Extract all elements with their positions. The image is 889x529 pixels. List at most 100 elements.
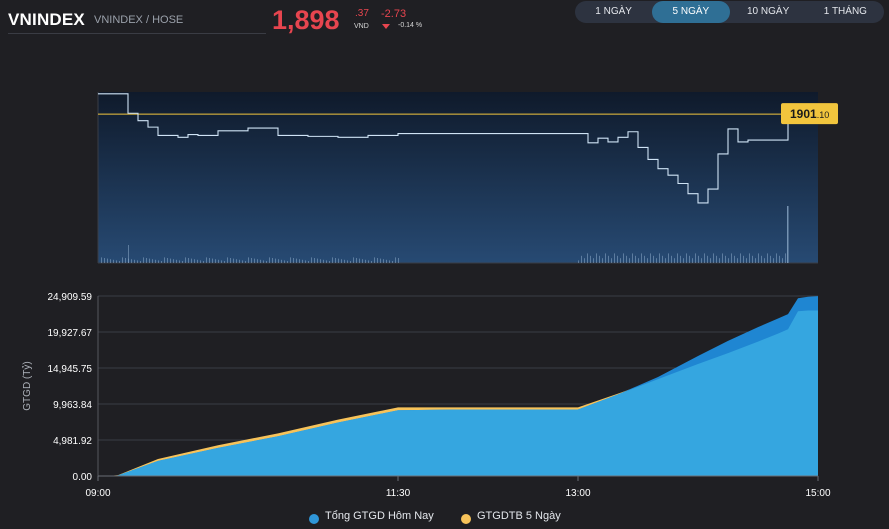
- value-y-tick-0: 24,909.59: [48, 292, 93, 303]
- volume-bar-16: [149, 258, 150, 263]
- volume-bar-41: [224, 261, 225, 263]
- volume-bar-62: [287, 261, 288, 263]
- volume-bar-1: [104, 258, 105, 263]
- volume-bar-32: [197, 259, 198, 263]
- price-plot-background: [98, 92, 818, 263]
- volume-bar-147: [719, 258, 720, 263]
- volume-bar-5: [116, 260, 117, 263]
- volume-bar-54: [263, 260, 264, 263]
- volume-bar-77: [332, 257, 333, 263]
- volume-bar-103: [587, 253, 588, 263]
- volume-bar-165: [773, 258, 774, 263]
- volume-bar-110: [608, 255, 609, 263]
- volume-bar-87: [362, 259, 363, 263]
- value-x-tick-2: 13:00: [565, 488, 590, 499]
- volume-bar-166: [776, 253, 777, 263]
- legend-label-today[interactable]: Tổng GTGD Hôm Nay: [325, 510, 434, 522]
- volume-bar-90: [371, 261, 372, 263]
- volume-bar-99: [398, 258, 399, 263]
- volume-bar-132: [674, 258, 675, 263]
- volume-bar-74: [323, 259, 324, 263]
- volume-bar-34: [203, 261, 204, 263]
- volume-bar-164: [770, 255, 771, 263]
- volume-bar-135: [683, 258, 684, 263]
- volume-bar-158: [752, 255, 753, 263]
- volume-bar-58: [275, 258, 276, 263]
- value-y-axis-label: GTGD (Tỷ): [21, 361, 33, 410]
- volume-bar-161: [761, 255, 762, 263]
- range-tabs: 1 NGÀY 5 NGÀY 10 NGÀY 1 THÁNG: [575, 1, 884, 23]
- volume-bar-13: [140, 261, 141, 263]
- volume-bar-154: [740, 253, 741, 263]
- reference-tag-int: 1901: [790, 107, 817, 121]
- volume-bar-63: [290, 257, 291, 263]
- value-x-tick-1: 11:30: [386, 488, 411, 499]
- volume-bar-78: [335, 258, 336, 263]
- volume-bar-107: [599, 255, 600, 263]
- volume-bar-33: [200, 260, 201, 263]
- volume-bar-129: [665, 258, 666, 263]
- value-y-tick-5: 0.00: [73, 472, 93, 483]
- volume-bar-80: [341, 259, 342, 263]
- down-arrow-icon: [382, 24, 390, 29]
- volume-bar-118: [632, 253, 633, 263]
- volume-bar-149: [725, 255, 726, 263]
- volume-bar-85: [356, 258, 357, 263]
- volume-bar-117: [629, 258, 630, 263]
- volume-bar-44: [233, 258, 234, 263]
- volume-bar-131: [671, 255, 672, 263]
- volume-bar-47: [242, 260, 243, 263]
- volume-bar-25: [176, 259, 177, 263]
- volume-bar-45: [236, 259, 237, 263]
- tab-5-days[interactable]: 5 NGÀY: [652, 1, 730, 23]
- volume-bar-100: [578, 260, 579, 263]
- legend-label-avg[interactable]: GTGDTB 5 Ngày: [477, 510, 561, 522]
- chart-area: 1901.10 24,909.59 19,927.67 14,945.75 9,963…: [21, 92, 838, 499]
- volume-bar-75: [326, 260, 327, 263]
- volume-bar-112: [614, 253, 615, 263]
- tab-1-day[interactable]: 1 NGÀY: [595, 6, 632, 17]
- value-y-tick-3: 9,963.84: [53, 400, 92, 411]
- reference-tag: [781, 103, 838, 125]
- volume-bar-104: [590, 255, 591, 263]
- volume-bar-102: [584, 258, 585, 263]
- volume-bar-22: [167, 258, 168, 263]
- volume-bar-81: [344, 259, 345, 263]
- tab-10-days[interactable]: 10 NGÀY: [747, 6, 790, 17]
- volume-bar-105: [593, 258, 594, 263]
- today-area: [98, 310, 818, 476]
- volume-bar-116: [626, 255, 627, 263]
- volume-bar-17: [152, 259, 153, 263]
- value-y-tick-4: 4,981.92: [53, 436, 92, 447]
- volume-bar-109: [605, 253, 606, 263]
- reference-tag-text: 1901.10: [790, 107, 829, 121]
- volume-bar-70: [311, 257, 312, 263]
- volume-bar-163: [767, 253, 768, 263]
- volume-bar-67: [302, 259, 303, 263]
- volume-bar-60: [281, 259, 282, 263]
- volume-bar-57: [272, 258, 273, 263]
- volume-bar-94: [383, 259, 384, 263]
- volume-bar-138: [692, 258, 693, 263]
- volume-bar-111: [611, 258, 612, 263]
- volume-bar-152: [734, 255, 735, 263]
- volume-bar-136: [686, 253, 687, 263]
- volume-bar-92: [377, 258, 378, 263]
- value-x-ticks: 09:00 11:30 13:00 15:00: [85, 476, 831, 499]
- volume-bar-153: [737, 258, 738, 263]
- volume-bar-96: [389, 260, 390, 263]
- volume-bar-68: [305, 260, 306, 263]
- volume-bar-18: [155, 259, 156, 263]
- legend-dot-today: [309, 514, 319, 524]
- volume-bar-140: [698, 255, 699, 263]
- volume-bar-148: [722, 253, 723, 263]
- volume-bar-26: [179, 260, 180, 263]
- tab-1-month[interactable]: 1 THÁNG: [823, 6, 867, 17]
- volume-bar-93: [380, 258, 381, 263]
- volume-bar-121: [641, 253, 642, 263]
- volume-bar-84: [353, 257, 354, 263]
- volume-bar-6: [119, 261, 120, 263]
- volume-bar-52: [257, 259, 258, 263]
- volume-bar-43: [230, 258, 231, 263]
- volume-bar-122: [644, 255, 645, 263]
